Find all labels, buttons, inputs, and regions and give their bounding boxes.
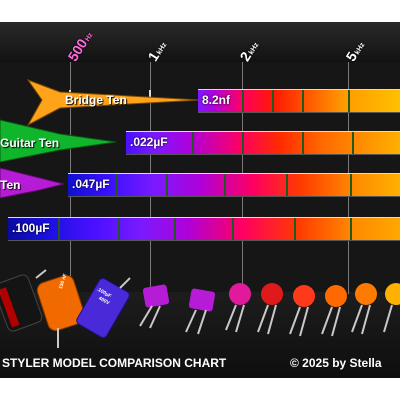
bar-segment (116, 174, 118, 196)
copyright-notice: © 2025 by Stella (290, 356, 382, 370)
bar-segment (286, 174, 288, 196)
yellow-disc-capacitor (383, 283, 400, 333)
bar-segment (242, 132, 244, 154)
orange-disc-capacitor (321, 285, 347, 337)
red-orange-disc-capacitor (289, 285, 315, 337)
bar-value: .047µF (72, 177, 110, 191)
black-cylinder-capacitor (0, 269, 47, 332)
bar-segment (166, 174, 168, 196)
bar-value: 8.2nf (202, 93, 231, 107)
capacitor-row (0, 269, 400, 348)
bar-segment (302, 90, 304, 112)
bar-segment (232, 218, 234, 240)
bar-segment (350, 174, 352, 196)
bar-segment (272, 90, 274, 112)
bar-value: .100µF (12, 221, 50, 235)
model-pointers (0, 78, 200, 199)
magenta-disc-capacitor (225, 283, 251, 333)
ten-pointer (0, 167, 65, 199)
blue-capacitor (76, 277, 131, 339)
purple-square-capacitor (139, 284, 170, 329)
bar-segment (350, 218, 352, 240)
bar-segment (294, 218, 296, 240)
header-band (0, 22, 400, 62)
bar-segment (118, 218, 120, 240)
model-name-ten: Ten (0, 178, 21, 192)
bar-segment (302, 132, 304, 154)
tick-mark (149, 90, 151, 98)
model-name-guitar-ten: Guitar Ten (0, 136, 60, 150)
bar-100uf: .100µF (8, 217, 400, 241)
bridge-ten-pointer (26, 78, 200, 127)
bar-segment (352, 132, 354, 154)
bar-segment (224, 174, 226, 196)
bar-segment (174, 218, 176, 240)
bar-ten: .047µF (68, 173, 400, 197)
red-disc-capacitor (257, 283, 283, 335)
bar-segment (58, 218, 60, 240)
orange-disc-capacitor (351, 283, 377, 335)
model-name-bridge-ten: Bridge Ten (65, 93, 127, 107)
purple-square-capacitor (185, 288, 216, 335)
bar-segment (192, 132, 194, 154)
bar-segment (242, 90, 244, 112)
bar-segment (348, 90, 350, 112)
chart-title: STYLER MODEL COMPARISON CHART (2, 356, 227, 370)
bar-value: .022µF (130, 135, 168, 149)
orange-drop-capacitor (36, 274, 86, 348)
guitar-ten-pointer (0, 119, 117, 163)
bar-bridge-ten: 8.2nf (198, 89, 400, 113)
bar-guitar-ten: .022µF (126, 131, 400, 155)
